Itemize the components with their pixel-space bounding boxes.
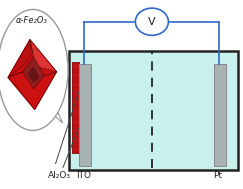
Ellipse shape	[0, 9, 68, 130]
Text: Al₂O₃: Al₂O₃	[48, 170, 71, 180]
FancyBboxPatch shape	[69, 51, 238, 170]
Polygon shape	[30, 40, 57, 72]
Polygon shape	[27, 66, 40, 83]
FancyBboxPatch shape	[72, 62, 79, 153]
Text: V: V	[148, 17, 156, 27]
Polygon shape	[23, 57, 44, 89]
FancyBboxPatch shape	[214, 64, 226, 166]
Ellipse shape	[135, 8, 168, 35]
Polygon shape	[8, 40, 31, 77]
Text: ITO: ITO	[76, 170, 91, 180]
Text: Pt: Pt	[213, 170, 222, 180]
Polygon shape	[52, 107, 63, 123]
FancyBboxPatch shape	[79, 64, 91, 166]
Text: α-Fe₂O₃: α-Fe₂O₃	[16, 16, 48, 25]
Polygon shape	[8, 40, 57, 110]
